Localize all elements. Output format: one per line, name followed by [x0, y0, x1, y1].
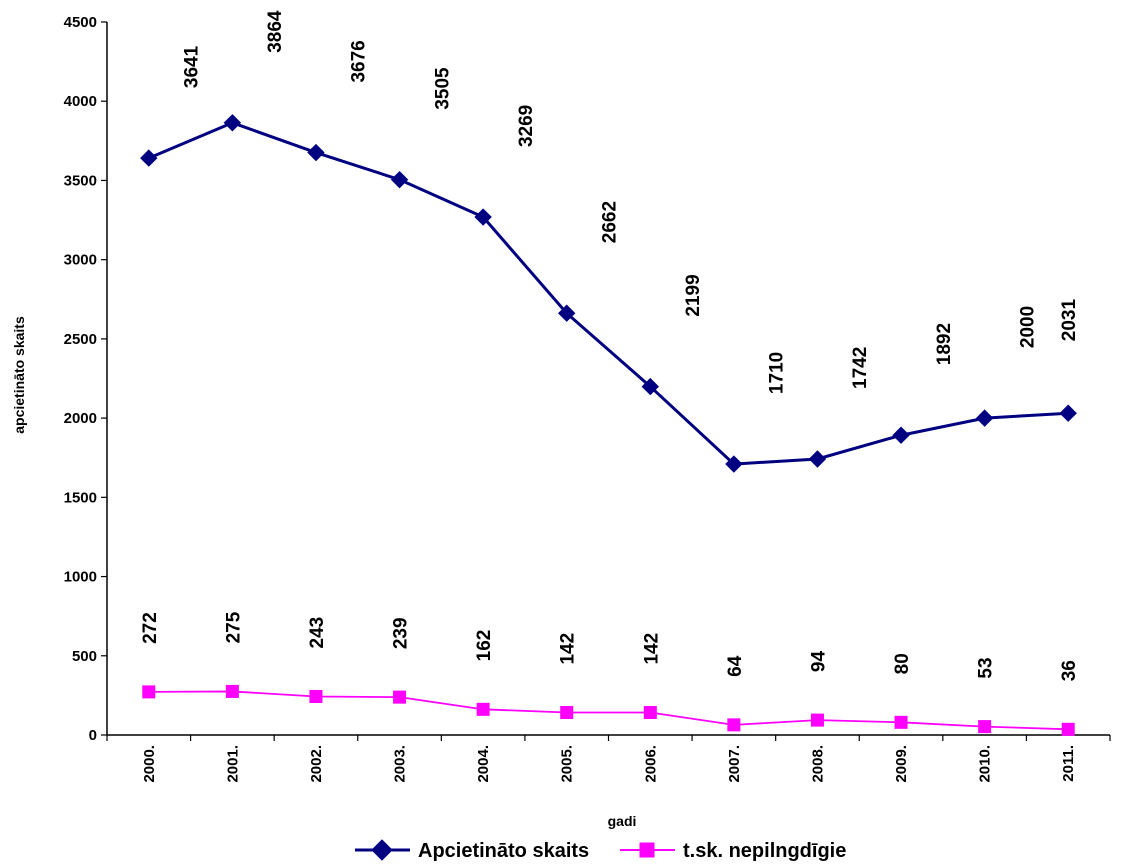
- x-tick-label: 2008.: [809, 745, 826, 783]
- data-label: 162: [474, 630, 495, 662]
- data-point: [309, 689, 323, 703]
- data-label: 3676: [349, 40, 370, 82]
- data-label: 272: [140, 612, 161, 644]
- data-label: 1892: [934, 323, 955, 365]
- data-label: 53: [976, 657, 997, 678]
- x-tick-label: 2002.: [308, 745, 325, 783]
- data-point: [894, 715, 908, 729]
- y-tick-label: 1000: [64, 569, 97, 586]
- y-tick-label: 4000: [64, 93, 97, 110]
- data-label: 64: [725, 655, 746, 677]
- data-label: 3641: [182, 45, 203, 88]
- legend: Apcietināto skaits t.sk. nepilngdīgie: [355, 839, 846, 862]
- data-point: [892, 426, 910, 444]
- data-label: 142: [558, 633, 579, 665]
- y-tick-label: 4500: [64, 14, 97, 31]
- x-tick-label: 2006.: [642, 745, 659, 783]
- data-label: 80: [892, 653, 913, 674]
- x-tick-label: 2000.: [141, 745, 158, 783]
- data-label: 239: [391, 617, 412, 649]
- data-point: [725, 455, 743, 473]
- data-point: [810, 713, 824, 727]
- y-axis-title: apcietināto skaits: [11, 316, 27, 434]
- data-point: [1059, 404, 1077, 422]
- data-point: [474, 208, 492, 226]
- data-point: [476, 702, 490, 716]
- data-point: [641, 377, 659, 396]
- data-point: [643, 706, 657, 720]
- data-point: [307, 143, 325, 162]
- legend-label: Apcietināto skaits: [418, 840, 589, 862]
- x-tick-label: 2007.: [726, 745, 743, 783]
- x-tick-label: 2011.: [1060, 745, 1077, 782]
- data-point: [223, 114, 242, 132]
- y-tick-label: 2500: [64, 331, 97, 348]
- data-point: [808, 450, 827, 468]
- data-point: [393, 690, 407, 704]
- data-label: 243: [307, 617, 328, 649]
- series-layer: [140, 114, 1077, 736]
- data-label: 1742: [850, 347, 871, 389]
- y-tick-label: 0: [89, 727, 97, 744]
- series-line: [148, 121, 1069, 466]
- series-line: [148, 690, 1069, 731]
- y-tick-label: 2000: [64, 410, 97, 427]
- data-point: [1061, 722, 1075, 736]
- data-label: 3269: [516, 105, 537, 147]
- data-label: 1710: [767, 352, 788, 394]
- data-label: 94: [808, 651, 829, 673]
- data-label: 275: [223, 611, 244, 643]
- data-point: [225, 684, 239, 698]
- data-point: [727, 718, 741, 732]
- y-tick-label: 500: [72, 648, 97, 665]
- data-point: [140, 149, 158, 167]
- data-label: 2031: [1059, 298, 1080, 341]
- data-point: [390, 170, 409, 189]
- data-point: [142, 685, 156, 699]
- data-point: [978, 720, 992, 734]
- x-tick-label: 2003.: [392, 745, 409, 783]
- x-axis-title: gadi: [608, 813, 637, 829]
- legend-marker: [639, 842, 655, 858]
- data-label: 36: [1059, 660, 1080, 681]
- data-point: [560, 706, 574, 720]
- data-label: 2199: [683, 274, 704, 316]
- data-label: 3864: [265, 10, 286, 53]
- axes: 0 500 1000 1500 2000 2500 3000 3500 4000 4500 2000…: [64, 14, 1111, 783]
- y-tick-label: 3000: [64, 252, 97, 269]
- x-tick-label: 2004.: [475, 745, 492, 783]
- x-tick-label: 2010.: [977, 745, 994, 783]
- y-tick-label: 1500: [64, 489, 97, 506]
- data-point: [975, 409, 994, 427]
- data-labels: 3641 3864 3676 3505 3269 2662 2199 1710 1742 1892…: [140, 10, 1080, 681]
- x-tick-label: 2005.: [559, 745, 576, 783]
- y-tick-label: 3500: [64, 172, 97, 189]
- data-label: 2000: [1017, 306, 1038, 348]
- x-tick-label: 2009.: [893, 745, 910, 783]
- legend-marker: [371, 839, 393, 861]
- data-point: [558, 304, 576, 322]
- data-label: 142: [641, 633, 662, 665]
- data-label: 3505: [432, 67, 453, 110]
- data-label: 2662: [600, 201, 621, 243]
- legend-label: t.sk. nepilngdīgie: [683, 840, 846, 862]
- x-tick-label: 2001.: [224, 745, 241, 783]
